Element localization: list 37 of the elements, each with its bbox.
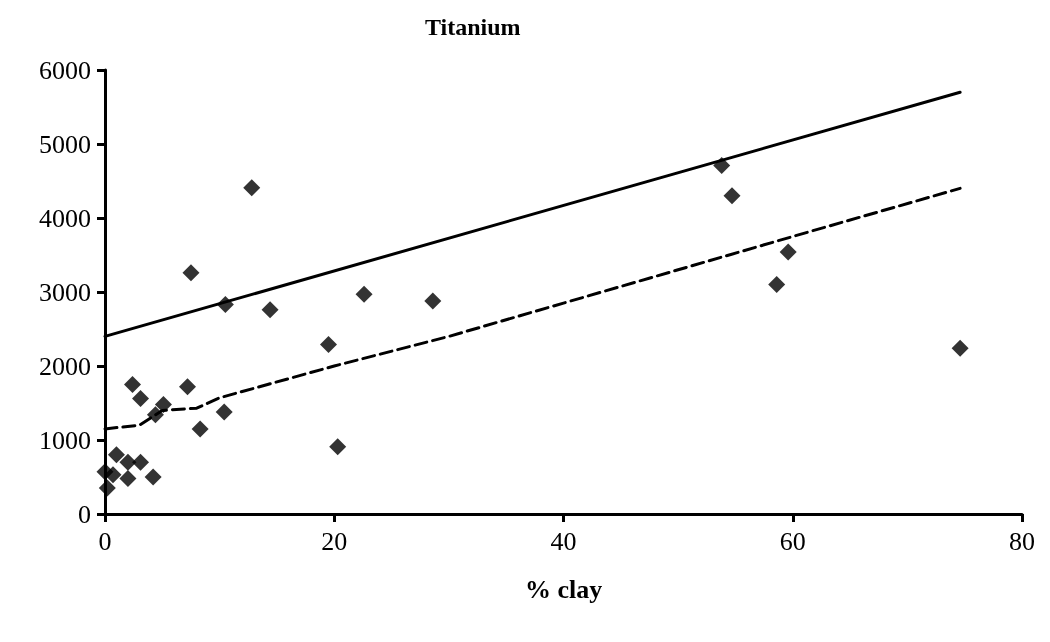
x-tick-label: 80 — [1009, 526, 1035, 556]
point — [768, 276, 786, 294]
point — [98, 479, 116, 497]
x-tick-label: 20 — [321, 526, 348, 556]
point — [261, 301, 279, 319]
x-tick-label: 60 — [779, 526, 806, 556]
point — [243, 179, 261, 197]
point — [154, 395, 172, 413]
point — [355, 285, 373, 303]
point — [144, 468, 162, 486]
x-tick-label: 0 — [98, 526, 112, 556]
point — [132, 453, 150, 471]
point — [124, 376, 142, 393]
y-tick-label: 1000 — [39, 425, 91, 455]
point — [119, 469, 137, 487]
point — [119, 453, 137, 471]
point — [191, 420, 209, 438]
point — [320, 336, 338, 354]
point — [951, 339, 969, 357]
y-tick-label: 2000 — [39, 351, 91, 381]
y-tick-label: 3000 — [39, 277, 91, 307]
point — [424, 292, 442, 310]
point — [179, 378, 197, 396]
point — [723, 187, 741, 205]
y-tick-label: 0 — [78, 499, 91, 529]
point — [182, 264, 200, 282]
x-axis-title: % clay — [524, 574, 603, 604]
point — [329, 438, 347, 456]
point — [107, 446, 125, 464]
point — [215, 403, 233, 421]
y-tick-label: 5000 — [39, 129, 91, 159]
point — [132, 390, 150, 408]
y-tick-label: 6000 — [39, 55, 91, 85]
x-tick-label: 40 — [550, 526, 577, 556]
point — [779, 243, 797, 261]
chart-title: Titanium — [425, 14, 521, 40]
y-tick-label: 4000 — [39, 203, 91, 233]
